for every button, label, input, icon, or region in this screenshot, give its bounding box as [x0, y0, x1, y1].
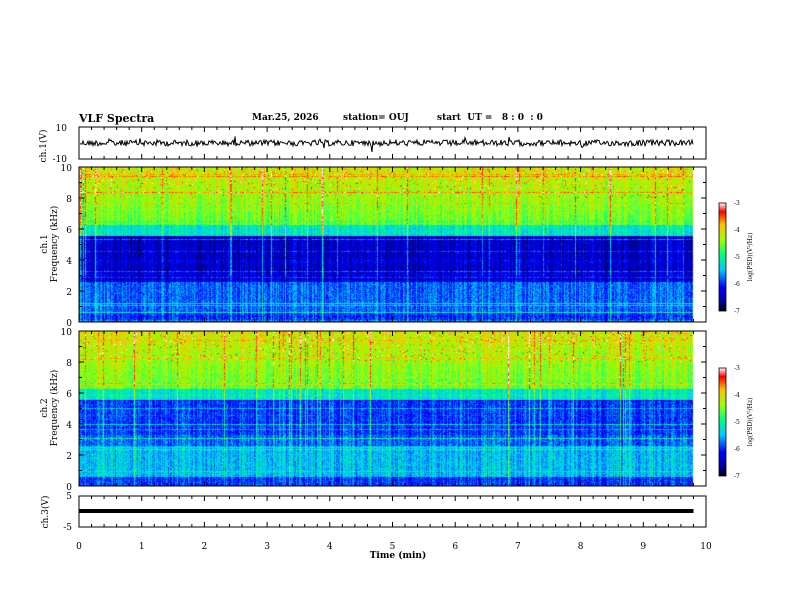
x-tick-label: 1 [139, 542, 145, 552]
spec1-ytick: 4 [66, 257, 72, 267]
colorbar-ch1-label: log(PSD)(V²/Hz) [747, 233, 754, 282]
colorbar1-tick: -7 [734, 308, 740, 315]
spec2-ylabel: Frequency (kHz) [49, 370, 60, 447]
colorbar-ch2-label: log(PSD)(V²/Hz) [747, 398, 754, 447]
spec-ch2-yticks: 10 8 6 4 2 0 [61, 328, 73, 493]
colorbar-ch2 [718, 367, 727, 477]
x-tick-label: 4 [327, 542, 333, 552]
x-tick-label: 7 [515, 542, 521, 552]
chart-title: VLF Spectra [79, 112, 155, 125]
spec2-ytick: 8 [66, 359, 72, 369]
spec1-ytick: 8 [66, 195, 72, 205]
spectrogram-ch2-image [79, 331, 706, 486]
station-label: station= OUJ [343, 113, 409, 123]
waveform-ch1-trace [79, 135, 694, 153]
x-tick-label: 5 [390, 542, 396, 552]
spec2-ytick: 6 [66, 390, 72, 400]
ch3-wave-ytick-top: 5 [66, 492, 72, 502]
x-tick-label: 3 [264, 542, 270, 552]
ch1-wave-ytick-top: 10 [56, 124, 68, 134]
x-axis-label: Time (min) [370, 550, 427, 561]
spec1-ytick: 0 [66, 319, 72, 329]
x-tick-label: 0 [76, 542, 82, 552]
ch3-wave-ytick-bottom: -5 [63, 523, 72, 533]
ch1-wave-ytick-bottom: -10 [53, 155, 68, 165]
spec1-ytick: 6 [66, 226, 72, 236]
ch1-wave-ylabel: ch.1(V) [38, 130, 49, 163]
colorbar2-tick: -6 [734, 446, 740, 453]
spec1-ytick: 10 [61, 164, 73, 174]
axis-ticks [78, 127, 707, 527]
x-tick-labels: 0 1 2 3 4 5 6 7 8 9 10 [76, 542, 712, 552]
start-time-label: start UT = 8 : 0 : 0 [437, 113, 543, 123]
x-tick-label: 2 [202, 542, 208, 552]
colorbar1-tick: -4 [734, 227, 740, 234]
colorbar-ch1 [718, 202, 727, 312]
spec2-ytick: 10 [61, 328, 73, 338]
x-tick-label: 10 [700, 542, 712, 552]
colorbar2-tick: -3 [734, 365, 740, 372]
colorbar1-tick: -3 [734, 200, 740, 207]
colorbar2-tick: -7 [734, 473, 740, 480]
x-tick-label: 9 [640, 542, 646, 552]
colorbar1-tick: -6 [734, 281, 740, 288]
spec2-ytick: 0 [66, 483, 72, 493]
x-tick-label: 6 [452, 542, 458, 552]
spec2-ylabel-channel: ch.2 [40, 398, 50, 417]
colorbar-ch1-ticks: -3 -4 -5 -6 -7 [734, 200, 740, 315]
spec1-ylabel-channel: ch.1 [40, 234, 50, 253]
colorbar1-tick: -5 [734, 254, 740, 261]
colorbar2-tick: -5 [734, 419, 740, 426]
date-label: Mar.25, 2026 [252, 113, 319, 123]
ch3-wave-ylabel: ch.3(V) [40, 496, 51, 529]
spectrogram-ch1-image [79, 167, 706, 322]
spec2-ytick: 2 [66, 452, 72, 462]
spec-ch1-yticks: 10 8 6 4 2 0 [61, 164, 73, 329]
colorbar2-tick: -4 [734, 392, 740, 399]
spec1-ylabel: Frequency (kHz) [49, 206, 60, 283]
colorbar-ch2-ticks: -3 -4 -5 -6 -7 [734, 365, 740, 480]
x-tick-label: 8 [578, 542, 584, 552]
waveform-ch3-trace [79, 509, 694, 513]
spec2-ytick: 4 [66, 421, 72, 431]
spec1-ytick: 2 [66, 288, 72, 298]
